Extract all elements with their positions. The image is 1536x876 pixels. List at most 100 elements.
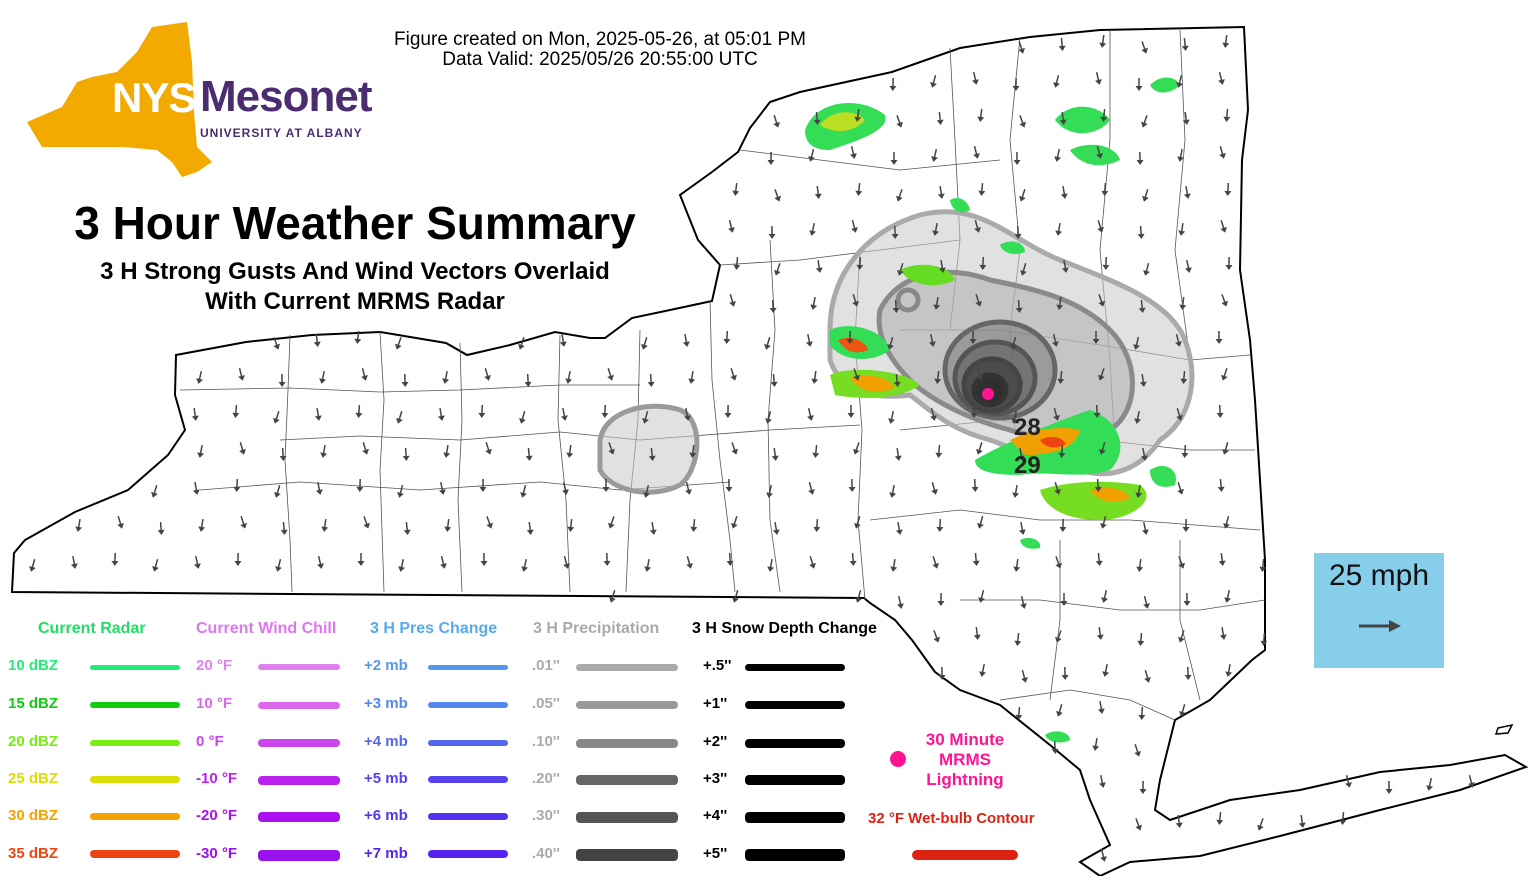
wind-vector-arrow — [567, 518, 575, 532]
wind-vector-arrow — [1141, 115, 1148, 128]
snow-legend-line — [745, 701, 845, 709]
pressure-legend-line — [428, 702, 508, 708]
wind-vector-arrow — [685, 481, 692, 495]
lightning-legend-line-1: 30 Minute — [925, 730, 1005, 749]
windchill-legend-line — [258, 702, 340, 709]
snow-legend-line — [745, 849, 845, 861]
wind-vector-arrow — [1058, 37, 1066, 51]
wind-vector-arrow — [1135, 818, 1142, 831]
wind-vector-arrow — [971, 71, 979, 85]
wind-vector-arrow — [1219, 626, 1227, 640]
pressure-legend-label: +7 mb — [364, 845, 408, 862]
wind-vector-arrow — [809, 556, 816, 569]
wind-vector-arrow — [518, 337, 525, 350]
windchill-legend-label: 20 °F — [196, 657, 233, 674]
wind-vector-arrow — [893, 373, 901, 387]
scale-arrow-icon — [1359, 620, 1401, 632]
wind-vector-arrow — [771, 447, 779, 461]
wind-vector-arrow — [562, 481, 569, 495]
radar-legend-heading: Current Radar — [38, 620, 146, 637]
wind-vector-arrow — [936, 111, 944, 125]
radar-legend-line — [90, 665, 180, 670]
wind-vector-arrow — [930, 75, 937, 88]
radar-legend-line — [90, 776, 180, 783]
wind-vector-arrow — [603, 552, 611, 566]
wind-vector-arrow — [889, 77, 897, 91]
wind-vector-arrow — [974, 220, 981, 233]
windchill-legend-label: 0 °F — [196, 733, 224, 750]
wind-vector-arrow — [969, 330, 977, 344]
wind-vector-arrow — [814, 185, 822, 199]
wind-vector-arrow — [976, 368, 983, 381]
snow-legend-label: +1'' — [703, 695, 728, 712]
wind-vector-arrow — [320, 444, 328, 458]
wind-vector-arrow — [977, 108, 985, 122]
wind-vector-arrow — [1053, 408, 1060, 421]
wind-vector-arrow — [1183, 592, 1191, 606]
wind-vector-arrow — [894, 447, 902, 461]
wind-vector-arrow — [1142, 189, 1149, 202]
wind-vector-arrow — [442, 370, 450, 384]
wind-vector-arrow — [934, 370, 942, 384]
wind-vector-arrow — [1100, 516, 1107, 529]
island-outline — [1494, 723, 1514, 735]
wind-vector-arrow — [1056, 296, 1064, 310]
wind-vector-arrow — [972, 552, 980, 566]
snow-legend-label: +4'' — [703, 807, 728, 824]
wind-vector-arrow — [811, 370, 819, 384]
wind-vector-arrow — [525, 447, 533, 461]
wind-scale-box: 25 mph — [1314, 553, 1444, 668]
wind-vector-arrow — [767, 151, 775, 165]
precip-legend-line — [576, 775, 678, 785]
wind-vector-arrow — [1061, 666, 1069, 680]
wind-vector-arrow — [1100, 848, 1107, 862]
wind-vector-arrow — [192, 481, 200, 495]
wind-vector-arrow — [1184, 666, 1192, 680]
wind-vector-arrow — [1219, 146, 1226, 159]
logo-university-text: UNIVERSITY AT ALBANY — [200, 126, 363, 140]
wind-vector-arrow — [1224, 182, 1232, 196]
wind-vector-arrow — [197, 444, 205, 458]
snow-legend-label: +5'' — [703, 845, 728, 862]
logo-nys-text: NYS — [112, 74, 196, 121]
wind-vector-arrow — [1012, 484, 1020, 498]
wind-vector-arrow — [437, 407, 445, 421]
wind-vector-arrow — [896, 115, 903, 128]
wind-vector-arrow — [151, 485, 158, 498]
wind-vector-arrow — [854, 108, 862, 122]
wind-vector-arrow — [813, 111, 821, 125]
wind-vector-arrow — [315, 481, 323, 495]
wind-vector-arrow — [1177, 482, 1184, 495]
wind-vector-arrow — [973, 145, 980, 159]
wind-vector-arrow — [731, 442, 738, 455]
wind-vector-arrow — [321, 518, 329, 532]
precip-legend-label: .05'' — [532, 695, 560, 712]
precip-legend-line — [576, 739, 678, 748]
windchill-legend-line — [258, 850, 340, 861]
wind-vector-arrow — [682, 333, 690, 347]
wind-vector-arrow — [1223, 108, 1231, 122]
wind-vector-arrow — [1019, 189, 1026, 202]
wind-vector-arrow — [1178, 222, 1186, 236]
wind-vector-arrow — [1182, 518, 1190, 532]
pressure-legend-heading: 3 H Pres Change — [370, 620, 498, 637]
wind-vector-arrow — [890, 558, 898, 572]
wind-vector-arrow — [1097, 700, 1105, 714]
wind-vector-arrow — [928, 333, 936, 347]
wind-vector-arrow — [1218, 552, 1226, 566]
wind-vector-arrow — [479, 478, 487, 492]
wind-vector-arrow — [1052, 333, 1059, 347]
wind-vector-arrow — [728, 219, 735, 233]
wind-vector-arrow — [1217, 478, 1225, 492]
radar-legend-label: 15 dBZ — [8, 695, 59, 712]
wind-vector-arrow — [1141, 41, 1148, 54]
radar-legend-label: 25 dBZ — [8, 770, 59, 787]
wind-vector-arrow — [1179, 704, 1186, 717]
windchill-legend-label: -30 °F — [196, 845, 238, 862]
wind-vector-arrow — [1021, 670, 1028, 683]
wind-vector-arrow — [438, 481, 446, 495]
windchill-legend-line — [258, 776, 340, 785]
wind-vector-arrow — [891, 225, 899, 239]
lightning-strike — [982, 388, 994, 400]
wind-vector-arrow — [274, 485, 281, 498]
